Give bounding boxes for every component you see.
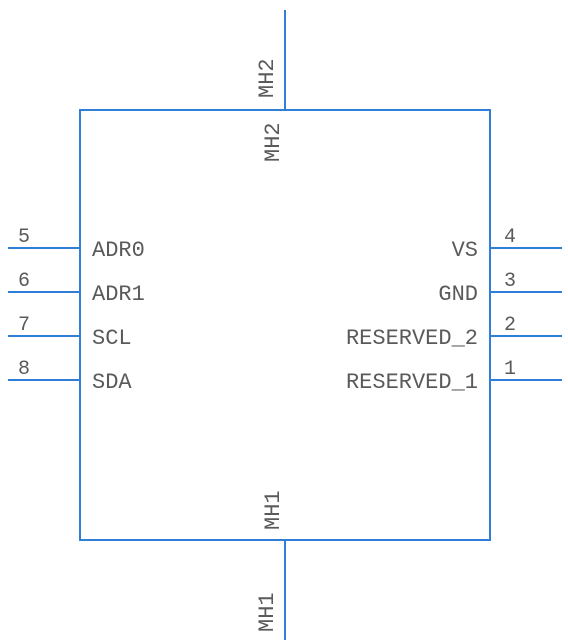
pin-label-mh2-inner: MH2 (261, 122, 286, 162)
pin-label-mh1-inner: MH1 (261, 490, 286, 530)
pin-label-reserved_1: RESERVED_1 (346, 370, 478, 395)
pin-label-mh2-outer: MH2 (255, 58, 280, 98)
pin-number-7: 7 (18, 314, 30, 337)
pin-number-6: 6 (18, 270, 30, 293)
pin-label-mh1-outer: MH1 (255, 592, 280, 632)
schematic-symbol: 5 ADR0 6 ADR1 7 SCL 8 SDA 4 VS 3 GND 2 RESERVED_2 1 RES… (0, 0, 568, 644)
pin-label-gnd: GND (438, 282, 478, 307)
pin-number-8: 8 (18, 358, 30, 381)
pin-label-adr1: ADR1 (92, 282, 145, 307)
pin-number-5: 5 (18, 226, 30, 249)
pin-label-scl: SCL (92, 326, 132, 351)
pin-number-2: 2 (504, 314, 516, 337)
pin-number-4: 4 (504, 226, 516, 249)
pin-number-3: 3 (504, 270, 516, 293)
pin-label-reserved_2: RESERVED_2 (346, 326, 478, 351)
pin-label-sda: SDA (92, 370, 132, 395)
pin-label-vs: VS (452, 238, 478, 263)
pin-label-adr0: ADR0 (92, 238, 145, 263)
pin-number-1: 1 (504, 358, 516, 381)
